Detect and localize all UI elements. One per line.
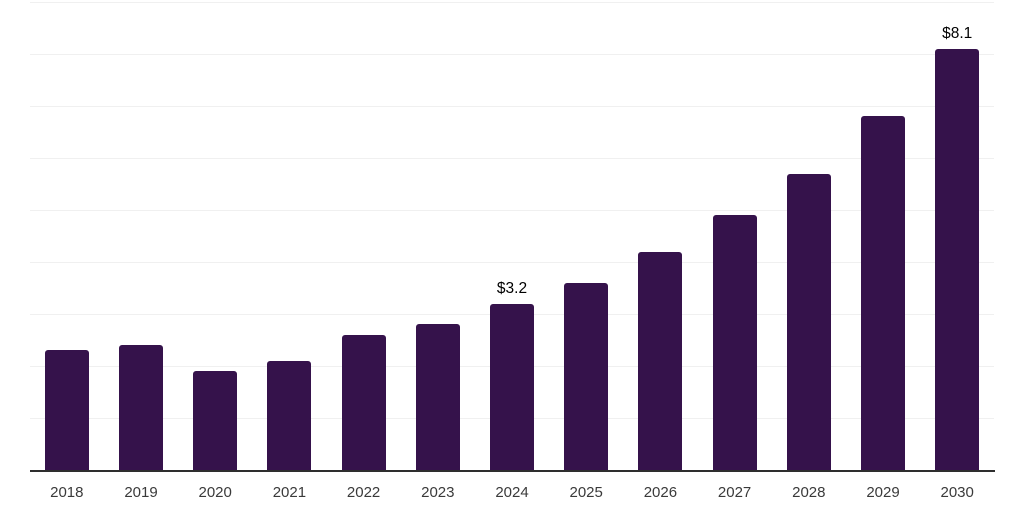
bar-2028 <box>786 173 831 470</box>
bar-2030 <box>935 48 980 470</box>
bar-2019 <box>119 345 163 470</box>
x-tick-label-2025: 2025 <box>569 484 603 501</box>
bar-2020 <box>193 371 238 470</box>
x-tick-label-2018: 2018 <box>50 484 84 501</box>
gridline-7 <box>30 106 994 107</box>
gridline-9 <box>30 2 994 3</box>
bar-2024 <box>490 303 534 470</box>
bar-2023 <box>415 324 460 470</box>
gridline-4 <box>30 262 994 263</box>
x-tick-label-2027: 2027 <box>717 484 752 501</box>
data-label-2024: $3.2 <box>496 279 528 297</box>
bar-2018 <box>44 350 89 470</box>
x-tick-label-2029: 2029 <box>866 484 900 501</box>
x-tick-label-2030: 2030 <box>940 484 974 501</box>
bar-2025 <box>564 282 609 470</box>
x-tick-label-2026: 2026 <box>643 484 678 501</box>
x-tick-label-2020: 2020 <box>198 484 232 501</box>
x-tick-label-2028: 2028 <box>792 484 826 501</box>
x-axis-line <box>30 470 995 472</box>
gridline-8 <box>30 54 994 55</box>
bar-2027 <box>712 215 757 470</box>
bar-2022 <box>341 334 386 470</box>
bar-2026 <box>638 251 683 470</box>
bar-2029 <box>861 116 905 470</box>
x-tick-label-2023: 2023 <box>421 484 455 501</box>
x-tick-label-2021: 2021 <box>272 484 307 501</box>
x-tick-label-2022: 2022 <box>346 484 381 501</box>
x-tick-label-2024: 2024 <box>495 484 529 501</box>
data-label-2030: $8.1 <box>942 24 973 42</box>
gridline-6 <box>30 158 994 159</box>
x-tick-label-2019: 2019 <box>124 484 158 501</box>
bar-2021 <box>267 360 312 470</box>
gridline-5 <box>30 210 994 211</box>
